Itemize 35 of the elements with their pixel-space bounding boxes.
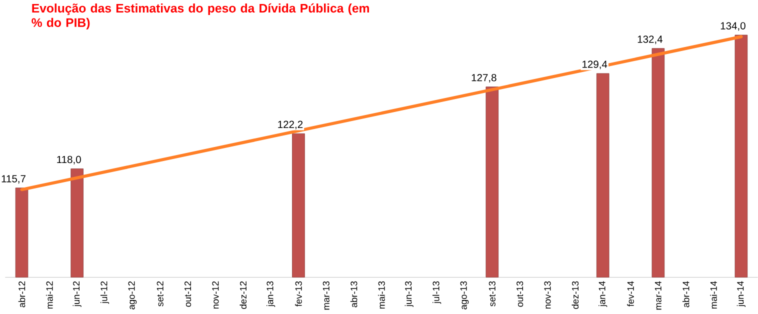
x-tick-label: jun-14 [736,281,746,308]
data-label: 122,2 [278,120,303,130]
x-tick-label: mar-13 [322,282,330,310]
x-tick-label: fev-14 [627,281,634,307]
data-label: 132,4 [638,36,662,44]
x-tick-label: set-13 [488,282,496,307]
x-tick-label: jun-13 [404,282,414,308]
x-tick-label: jul-12 [100,282,110,304]
chart-title: Evolução das Estimativas do peso da Dívida Pública (em % do PIB) [32,4,369,30]
data-label: 127,8 [472,74,496,83]
x-tick-label: mai-13 [378,282,385,309]
x-tick-label: mar-14 [654,281,662,310]
x-tick-label: out-13 [516,282,524,307]
x-tick-label: ago-13 [460,282,469,310]
x-tick-label: dez-12 [240,282,247,309]
x-tick-label: nov-12 [212,282,219,309]
x-tick-label: mai-14 [710,281,717,309]
x-tick-label: set-12 [156,282,164,307]
x-tick-label: nov-13 [544,282,551,309]
x-tick-label: mai-12 [46,282,53,309]
x-tick-label: jan-13 [266,282,276,308]
x-tick-label: abr-14 [682,281,690,308]
x-tick-label: jul-13 [432,282,442,304]
x-tick-label: dez-13 [572,282,579,309]
x-tick-label: jun-12 [72,282,82,308]
data-label: 129,4 [582,60,608,70]
x-tick-label: fev-13 [295,282,302,307]
data-label: 118,0 [57,156,81,165]
x-tick-label: jan-14 [598,281,608,308]
x-tick-label: abr-13 [350,282,358,308]
data-label: 134,0 [720,22,746,31]
x-tick-label: abr-12 [18,282,26,308]
data-label: 115,7 [2,175,26,184]
x-tick-label: ago-12 [128,282,137,310]
x-tick-label: out-12 [184,282,192,307]
